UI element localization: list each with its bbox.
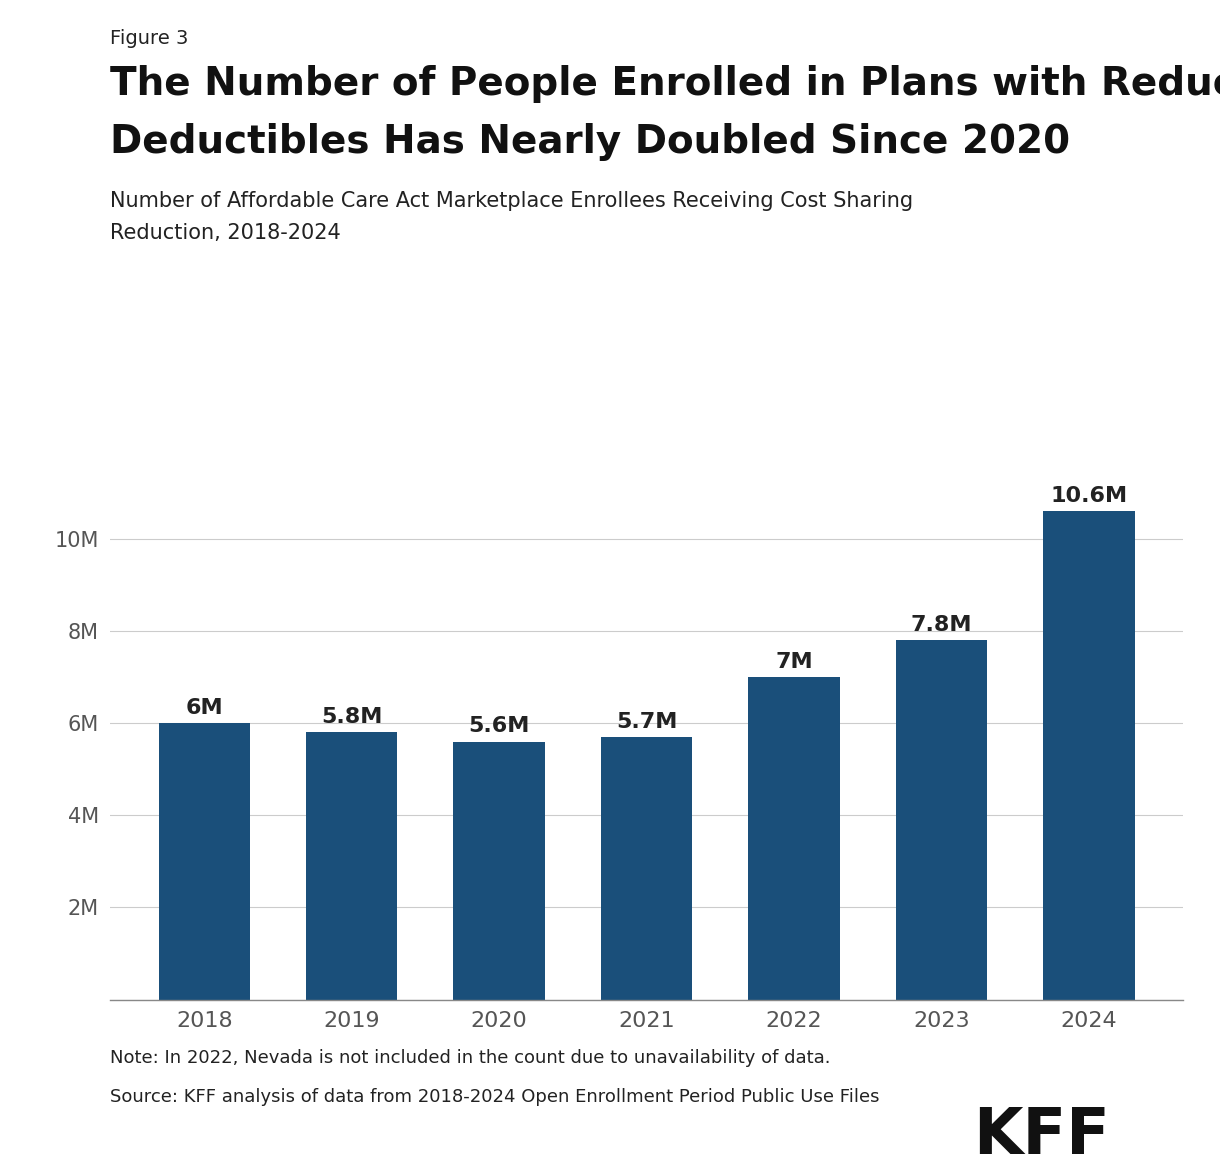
Text: The Number of People Enrolled in Plans with Reduced: The Number of People Enrolled in Plans w… <box>110 65 1220 102</box>
Text: Reduction, 2018-2024: Reduction, 2018-2024 <box>110 223 340 243</box>
Text: 5.6M: 5.6M <box>468 716 529 736</box>
Bar <box>1043 512 1135 1000</box>
Text: 6M: 6M <box>185 697 223 717</box>
Text: Number of Affordable Care Act Marketplace Enrollees Receiving Cost Sharing: Number of Affordable Care Act Marketplac… <box>110 191 913 211</box>
Text: 7.8M: 7.8M <box>910 615 972 635</box>
Text: Source: KFF analysis of data from 2018-2024 Open Enrollment Period Public Use Fi: Source: KFF analysis of data from 2018-2… <box>110 1088 880 1105</box>
Bar <box>895 640 987 1000</box>
Bar <box>306 733 398 1000</box>
Bar <box>454 742 545 1000</box>
Text: 5.8M: 5.8M <box>321 707 382 727</box>
Text: 5.7M: 5.7M <box>616 711 677 731</box>
Bar <box>159 723 250 1000</box>
Text: 7M: 7M <box>775 652 813 671</box>
Text: Note: In 2022, Nevada is not included in the count due to unavailability of data: Note: In 2022, Nevada is not included in… <box>110 1049 831 1067</box>
Text: 10.6M: 10.6M <box>1050 486 1127 506</box>
Bar <box>601 737 692 1000</box>
Text: KFF: KFF <box>974 1105 1110 1168</box>
Bar <box>748 677 839 1000</box>
Text: Figure 3: Figure 3 <box>110 29 188 48</box>
Text: Deductibles Has Nearly Doubled Since 2020: Deductibles Has Nearly Doubled Since 202… <box>110 123 1070 161</box>
